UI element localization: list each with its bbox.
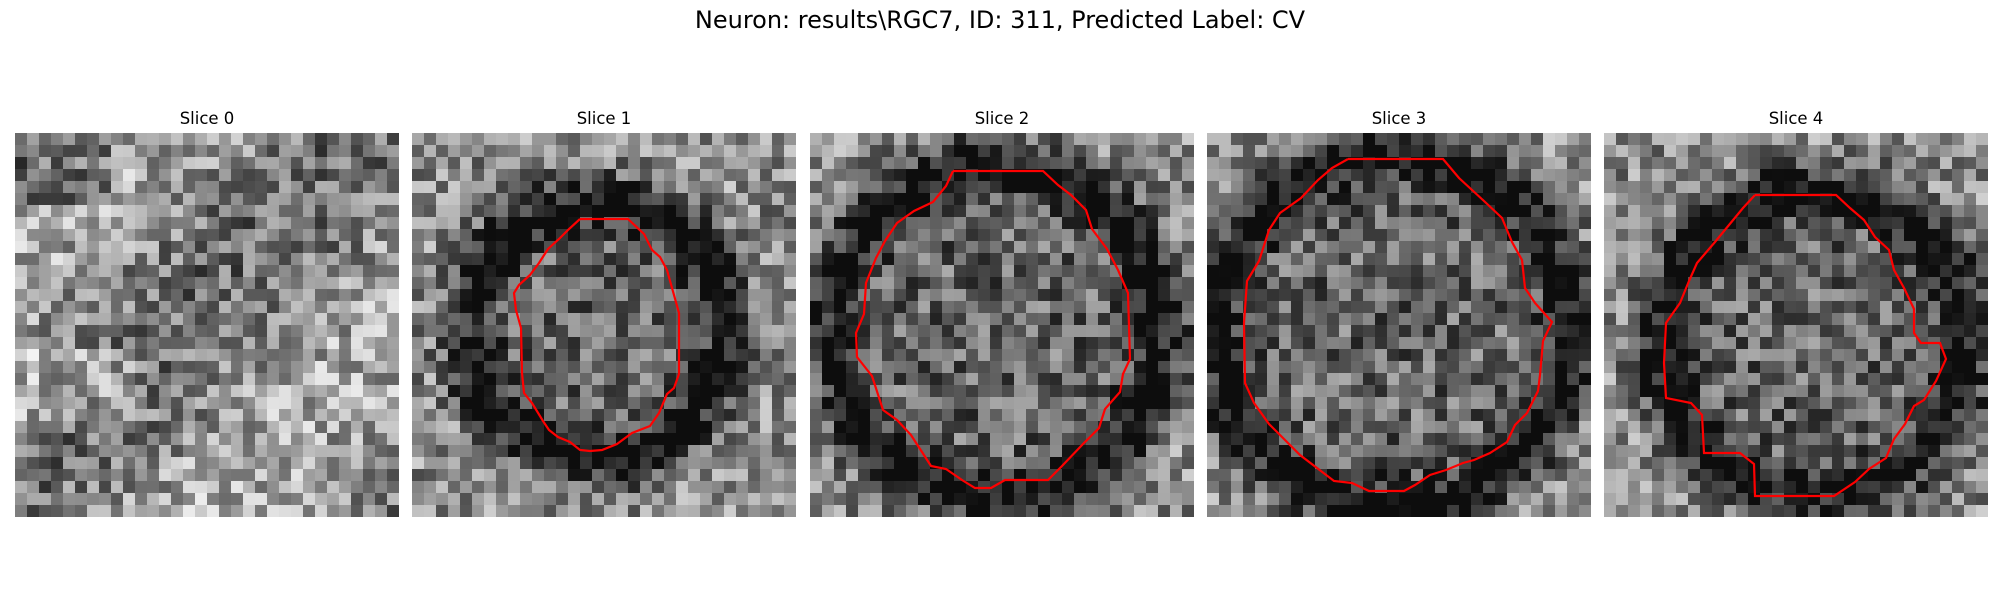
- slice-panel-0: Slice 0: [15, 108, 399, 517]
- slice-panel-3: Slice 3: [1207, 108, 1591, 517]
- figure-title: Neuron: results\RGC7, ID: 311, Predicted…: [694, 6, 1306, 34]
- slice-image: [1604, 133, 1988, 517]
- slice-image: [15, 133, 399, 517]
- cell-outline: [854, 169, 1132, 490]
- slice-title: Slice 3: [1371, 109, 1427, 128]
- slice-panel-4: Slice 4: [1604, 108, 1988, 517]
- slice-title: Slice 1: [576, 109, 632, 128]
- cell-outline: [512, 217, 681, 453]
- slice-image: [1207, 133, 1591, 517]
- slice-image: [412, 133, 796, 517]
- slice-title: Slice 4: [1768, 109, 1824, 128]
- cell-outline: [1242, 157, 1554, 493]
- slice-title: Slice 2: [974, 109, 1030, 128]
- cell-outline: [1662, 193, 1948, 498]
- slice-panel-1: Slice 1: [412, 108, 796, 517]
- slice-image: [810, 133, 1194, 517]
- slice-title: Slice 0: [179, 109, 235, 128]
- slice-panel-2: Slice 2: [810, 108, 1194, 517]
